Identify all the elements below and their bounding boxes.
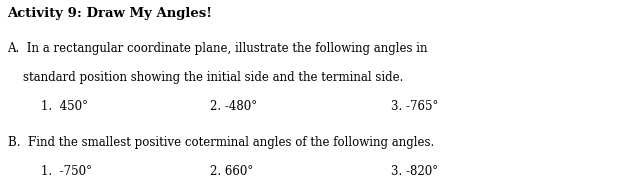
Text: A.  In a rectangular coordinate plane, illustrate the following angles in: A. In a rectangular coordinate plane, il…	[8, 42, 428, 55]
Text: standard position showing the initial side and the terminal side.: standard position showing the initial si…	[8, 71, 403, 84]
Text: 2. -480°: 2. -480°	[210, 100, 257, 113]
Text: 2. 660°: 2. 660°	[210, 165, 253, 176]
Text: 1.  450°: 1. 450°	[41, 100, 88, 113]
Text: 3. -820°: 3. -820°	[391, 165, 438, 176]
Text: Activity 9: Draw My Angles!: Activity 9: Draw My Angles!	[8, 7, 212, 20]
Text: 1.  -750°: 1. -750°	[41, 165, 91, 176]
Text: B.  Find the smallest positive coterminal angles of the following angles.: B. Find the smallest positive coterminal…	[8, 136, 434, 149]
Text: 3. -765°: 3. -765°	[391, 100, 439, 113]
